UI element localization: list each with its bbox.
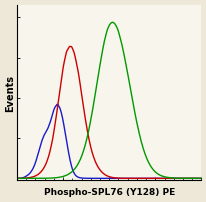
X-axis label: Phospho-SPL76 (Y128) PE: Phospho-SPL76 (Y128) PE xyxy=(43,187,174,197)
Y-axis label: Events: Events xyxy=(6,74,15,111)
